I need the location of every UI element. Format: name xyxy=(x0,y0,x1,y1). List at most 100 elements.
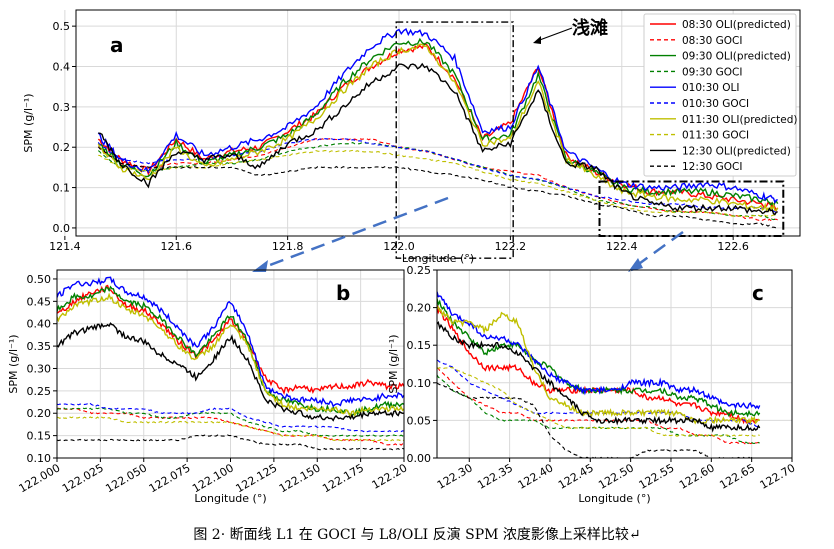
legend-label: 12:30 GOCI xyxy=(682,161,742,173)
series-line-12-30-goci xyxy=(97,146,778,229)
y-tick-label: 0.3 xyxy=(53,101,71,114)
panel-label: c xyxy=(752,281,764,305)
plot-frame xyxy=(436,269,793,459)
zoom-arrow-b xyxy=(261,196,449,270)
x-tick-label: 122.20 xyxy=(370,461,410,492)
legend-label: 09:30 OLI(predicted) xyxy=(682,51,791,63)
zoom-arrow-c-head xyxy=(628,258,643,272)
legend-label: 12:30 OLI(predicted) xyxy=(682,145,791,157)
y-tick-label: 0.25 xyxy=(407,264,432,277)
series-line-011-30-oli-predicted- xyxy=(97,43,779,212)
x-tick-label: 122.45 xyxy=(556,461,596,492)
legend-label: 09:30 GOCI xyxy=(682,66,742,78)
chart-panel-b: 122.000122.025122.050122.075122.100122.1… xyxy=(7,269,410,505)
y-tick-label: 0.40 xyxy=(27,318,52,331)
x-tick-label: 121.4 xyxy=(49,240,81,253)
zoom-box-b xyxy=(395,21,514,259)
x-tick-label: 122.55 xyxy=(637,461,677,492)
annotation-arrow xyxy=(536,27,573,42)
series-line-09-30-goci xyxy=(57,407,404,437)
y-tick-label: 0.45 xyxy=(27,295,52,308)
zoom-arrow-b-head xyxy=(252,260,268,272)
y-tick-label: 0.2 xyxy=(53,141,71,154)
x-tick-label: 122.100 xyxy=(190,461,236,495)
panel-label: b xyxy=(336,281,350,305)
series-group xyxy=(97,28,779,229)
x-tick-label: 122.025 xyxy=(60,461,106,495)
series-line-12-30-oli-predicted- xyxy=(57,322,404,422)
annotation-arrowhead xyxy=(533,36,541,44)
x-tick-label: 122.125 xyxy=(233,461,279,495)
legend-label: 011:30 OLI(predicted) xyxy=(682,114,798,126)
y-axis-label: SPM (g/l⁻¹) xyxy=(7,334,20,393)
series-line-08-30-oli-predicted- xyxy=(437,304,760,425)
legend-label: 010:30 OLI xyxy=(682,82,740,94)
y-tick-label: 0.10 xyxy=(27,452,52,465)
legend-frame xyxy=(643,13,797,177)
series-line-010-30-goci xyxy=(57,402,404,433)
y-tick-label: 0.15 xyxy=(27,430,52,443)
x-axis-label: Longitude (°) xyxy=(402,252,474,265)
legend-label: 08:30 OLI(predicted) xyxy=(682,19,791,31)
series-line-011-30-goci xyxy=(98,149,778,218)
y-tick-label: 0.05 xyxy=(407,414,432,427)
shoal-annotation: 浅滩 xyxy=(572,17,608,39)
y-tick-label: 0.25 xyxy=(27,385,52,398)
y-tick-label: 0.20 xyxy=(27,407,52,420)
x-tick-label: 122.075 xyxy=(147,461,193,495)
series-line-010-30-oli xyxy=(97,28,778,204)
series-group xyxy=(437,291,761,458)
series-line-011-30-goci xyxy=(57,416,404,442)
y-tick-label: 0.1 xyxy=(53,182,71,195)
y-tick-label: 0.4 xyxy=(53,61,71,74)
series-line-08-30-oli-predicted- xyxy=(97,42,779,212)
series-line-12-30-oli-predicted- xyxy=(437,321,761,433)
x-tick-label: 122.6 xyxy=(717,240,749,253)
y-tick-label: 0.30 xyxy=(27,362,52,375)
x-tick-label: 122.175 xyxy=(320,461,366,495)
series-line-09-30-goci xyxy=(437,374,760,445)
y-tick-label: 0.35 xyxy=(27,340,52,353)
legend-label: 010:30 GOCI xyxy=(682,98,749,110)
x-tick-label: 122.4 xyxy=(606,240,638,253)
y-tick-label: 0.50 xyxy=(27,273,52,286)
x-tick-label: 122.70 xyxy=(758,461,798,492)
y-tick-label: 0.15 xyxy=(407,339,432,352)
plot-frame xyxy=(75,9,801,237)
series-line-010-30-goci xyxy=(97,137,778,213)
x-tick-label: 121.8 xyxy=(272,240,304,253)
x-tick-label: 122.35 xyxy=(475,461,515,492)
y-tick-label: 0.20 xyxy=(407,302,432,315)
y-tick-label: 0.0 xyxy=(53,222,71,235)
chart-panel-a: 121.4 121.6 121.8 122.0 122.2 122.4 122.6 0.0 0.… xyxy=(22,9,801,272)
series-line-011-30-oli-predicted- xyxy=(437,305,761,425)
x-tick-label: 122.0 xyxy=(383,240,415,253)
x-axis-label: Longitude (°) xyxy=(578,492,650,505)
series-line-12-30-goci xyxy=(437,382,760,458)
x-tick-label: 122.2 xyxy=(495,240,527,253)
series-line-12-30-goci xyxy=(57,434,404,451)
zoom-box-c xyxy=(598,180,785,237)
y-axis-label: SPM (g/l⁻¹) xyxy=(387,334,400,393)
y-tick-label: 0.10 xyxy=(407,377,432,390)
y-axis-label: SPM (g/l⁻¹) xyxy=(22,93,35,152)
x-tick-label: 122.30 xyxy=(435,461,475,492)
panel-label: a xyxy=(110,33,124,57)
chart-panel-c: 122.30 122.35 122.40 122.45 122.50 122.55 122.… xyxy=(387,264,798,505)
legend-label: 011:30 GOCI xyxy=(682,130,749,142)
x-tick-label: 122.000 xyxy=(17,461,63,495)
series-line-12-30-oli-predicted- xyxy=(98,62,778,216)
x-tick-label: 122.050 xyxy=(103,461,149,495)
x-tick-label: 122.40 xyxy=(516,461,556,492)
legend-label: 08:30 GOCI xyxy=(682,35,742,47)
series-line-010-30-oli xyxy=(57,276,404,408)
x-tick-label: 122.65 xyxy=(717,461,757,492)
zoom-arrow-c xyxy=(635,230,684,268)
series-line-011-30-oli-predicted- xyxy=(57,292,404,417)
legend: 08:30 OLI(predicted) 08:30 GOCI 09:30 OLI(… xyxy=(643,13,798,177)
figure-caption: 图 2· 断面线 L1 在 GOCI 与 L8/OLI 反演 SPM 浓度影像上… xyxy=(193,527,641,543)
series-line-010-30-oli xyxy=(437,291,761,410)
x-tick-label: 122.50 xyxy=(596,461,636,492)
x-tick-label: 122.60 xyxy=(677,461,717,492)
